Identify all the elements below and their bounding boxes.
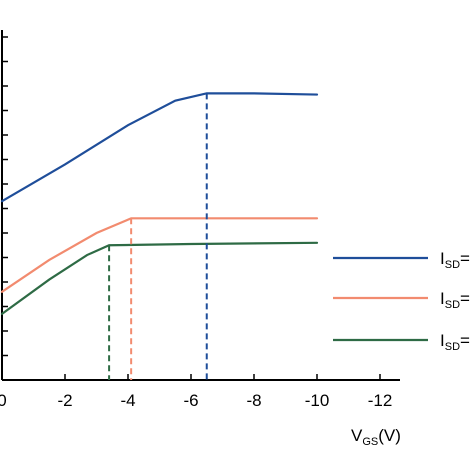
x-tick-label: -2 — [57, 391, 72, 410]
x-tick-label: -8 — [246, 391, 261, 410]
x-tick-label: 0 — [0, 391, 7, 410]
saturation-guides — [108, 93, 208, 380]
x-axis-title-text-sub: GS — [362, 436, 378, 448]
x-tick-label: -10 — [305, 391, 330, 410]
legend-label-3-sub: SD — [445, 341, 460, 353]
legend-label-3-rest: = — [460, 331, 470, 350]
legend-label-2-rest: = — [460, 289, 470, 308]
x-axis-title-text: VGS(V) — [351, 426, 401, 448]
series-line-1 — [0, 92, 319, 203]
legend-label-3: ISD= — [440, 331, 470, 353]
axes: 0 -2 -4 -6 -8 -10 -12 — [0, 30, 400, 410]
legend-label-1-main: I — [440, 249, 445, 268]
x-axis-title: VGS(V) — [351, 426, 401, 448]
series-line-2 — [0, 217, 319, 293]
x-tick-label: -6 — [183, 391, 198, 410]
legend-label-1-sub: SD — [445, 259, 460, 271]
x-tick-label: -12 — [368, 391, 393, 410]
curves — [0, 92, 319, 315]
legend-label-3-main: I — [440, 331, 445, 350]
legend: ISD=ISD=ISD= — [333, 249, 470, 353]
legend-label-1-rest: = — [460, 249, 470, 268]
x-axis-title-text-rest: (V) — [378, 426, 401, 445]
legend-label-2-sub: SD — [445, 299, 460, 311]
x-tick-label: -4 — [120, 391, 135, 410]
legend-label-2-main: I — [440, 289, 445, 308]
legend-label-1: ISD= — [440, 249, 470, 271]
legend-label-2: ISD= — [440, 289, 470, 311]
series-line-3 — [0, 241, 319, 315]
x-axis-title-text-main: V — [351, 426, 363, 445]
